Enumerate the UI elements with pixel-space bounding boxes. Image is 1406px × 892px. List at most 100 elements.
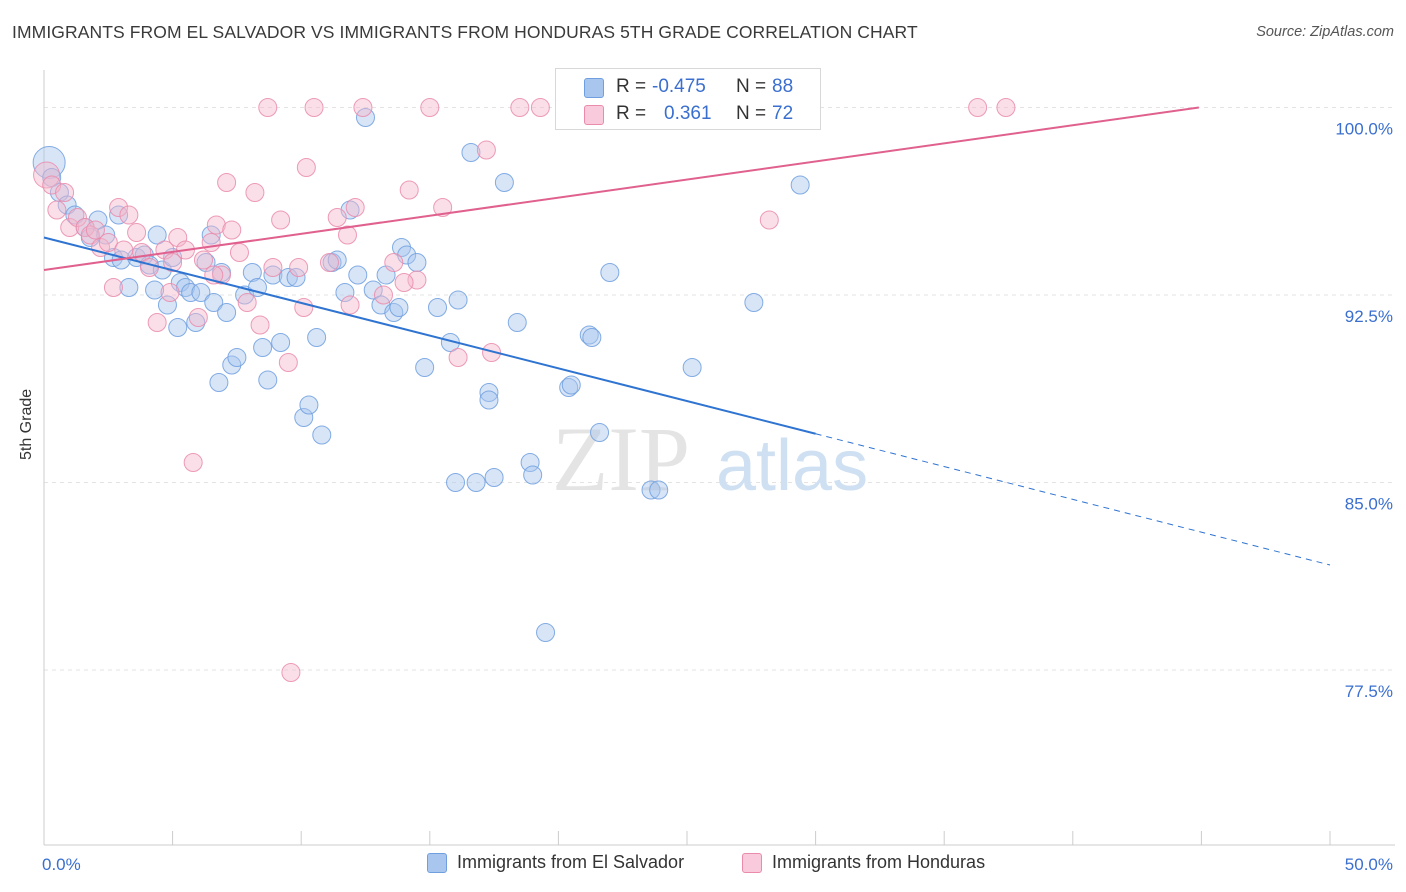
el-salvador-point [263,265,283,285]
el-salvador-point [407,253,427,272]
el-salvador-point [523,465,543,485]
honduras-point [163,253,183,272]
honduras-point [327,208,347,227]
honduras-point [353,98,373,117]
el-salvador-point [299,395,319,415]
legend-item-honduras[interactable]: Immigrants from Honduras [742,852,985,873]
honduras-point [374,285,394,305]
el-salvador-point [415,358,435,377]
el-salvador-point [157,295,177,315]
legend-item-el-salvador[interactable]: Immigrants from El Salvador [427,852,684,873]
el-salvador-point [448,290,468,310]
el-salvador-point [145,280,165,300]
el-salvador-point [209,373,229,392]
honduras-point [278,353,298,372]
el-salvador-point [191,283,211,302]
honduras-point [433,198,453,217]
y-tick-label: 92.5% [1345,307,1393,326]
el-salvador-point [507,313,527,332]
stats-swatch-honduras [584,105,604,125]
el-salvador-point [384,303,404,322]
honduras-point [340,295,360,315]
watermark-atlas: atlas [716,426,868,506]
honduras-point [263,258,283,277]
el-salvador-point [335,283,355,302]
el-salvador-point [363,280,383,300]
honduras-point [281,663,301,682]
y-tick-label: 77.5% [1345,682,1393,701]
el-salvador-point [389,298,409,317]
el-salvador-point [109,205,129,225]
honduras-point [98,233,118,252]
el-salvador-point [641,480,661,500]
honduras-point [237,293,257,312]
honduras-point [85,220,105,240]
stats-box: R = -0.475 N = 88 R = 0.361 N = 72 [555,68,821,130]
honduras-point [109,198,129,217]
el-salvador-point [204,293,224,312]
el-salvador-point [242,263,262,282]
honduras-point [271,210,291,230]
n-label: N = [736,103,767,124]
el-salvador-point [271,333,291,352]
honduras-point [60,218,80,237]
el-salvador-point [186,313,206,332]
honduras-point [345,198,365,217]
legend-swatch-honduras [742,852,762,873]
el-salvador-point [466,473,486,492]
n-label: N = [736,76,767,97]
x-tick-label: 50.0% [1345,855,1393,874]
el-salvador-point [479,390,499,410]
honduras-point [193,250,213,270]
n-value-honduras: 72 [772,103,794,124]
el-salvador-point [600,263,620,282]
honduras-point [399,180,419,200]
el-salvador-point [170,273,190,292]
el-salvador-point [119,278,139,297]
el-salvador-point [428,298,448,317]
honduras-point [996,98,1016,117]
stats-row-honduras: R = 0.361 N = 72 [556,100,822,128]
honduras-point [33,161,61,189]
trend-lines [43,106,1331,566]
honduras-point [250,315,270,335]
r-label: R = [616,103,647,124]
el-salvador-point [590,423,610,442]
honduras-point [530,98,550,117]
honduras-point [183,453,203,472]
honduras-point [304,98,324,117]
honduras-point [476,140,496,160]
honduras-point [147,313,167,332]
honduras-point [337,225,357,245]
el-salvador-point [348,265,368,285]
honduras-point [384,253,404,272]
x-tick-label: 0.0% [42,855,81,874]
el-salvador-point [461,143,481,162]
honduras-point [394,273,414,292]
honduras-point [55,183,75,202]
el-salvador-point [744,293,764,312]
n-value-el-salvador: 88 [772,76,794,97]
honduras-point [47,200,67,220]
axes [43,70,1395,846]
honduras-point [127,223,147,242]
honduras-point [420,98,440,117]
series-honduras [33,98,1016,682]
el-salvador-point [479,383,499,402]
honduras-point [319,253,339,272]
el-salvador-point [168,318,188,337]
honduras-point [229,243,249,262]
r-value-el-salvador: -0.475 [652,76,706,97]
el-salvador-point [217,303,237,322]
el-salvador-point [582,328,602,347]
trend-line-el-salvador [43,236,816,435]
el-salvador-point [253,338,273,357]
el-salvador-point [446,473,466,492]
honduras-point [448,348,468,367]
y-axis-label: 5th Grade [18,388,35,460]
honduras-point [67,208,87,227]
el-salvador-point [327,250,347,270]
el-salvador-point [181,283,201,302]
el-salvador-point [258,370,278,390]
